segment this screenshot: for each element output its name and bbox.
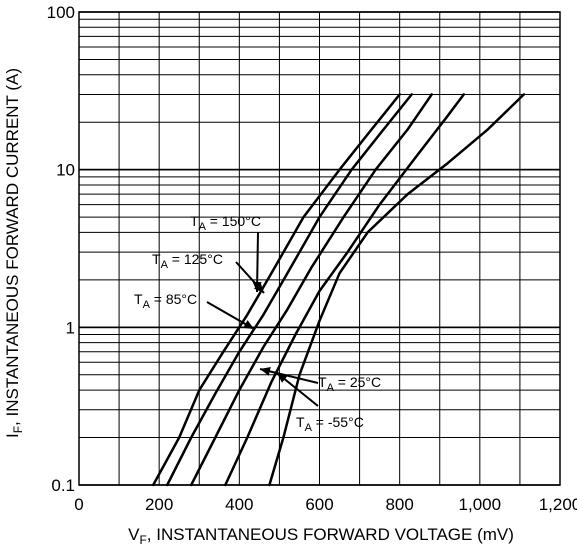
x-tick-label: 1,000 [459, 495, 502, 514]
y-tick-label: 1 [66, 318, 75, 337]
series-annotation: TA = 85°C [134, 291, 255, 330]
x-tick-label: 800 [385, 495, 413, 514]
y-tick-labels: 0.1 1 10 100 [47, 3, 75, 495]
annotation-arrowhead [277, 373, 288, 383]
series-annotation: TA = -55°C [276, 372, 364, 434]
series-annotation-label: TA = 85°C [134, 291, 197, 311]
plot-frame [78, 11, 561, 486]
series-annotation-label: TA = 125°C [152, 251, 223, 271]
series-annotation-label: TA = 150°C [190, 213, 261, 233]
x-tick-label: 400 [225, 495, 253, 514]
annotation-arrowhead [243, 320, 254, 329]
series-annotations: TA = 150°C TA = 125°C TA = 85°C TA = 25°C TA… [134, 213, 381, 434]
series-annotation-label: TA = -55°C [296, 414, 364, 434]
y-tick-label: 0.1 [51, 476, 75, 495]
y-axis-title: IF, INSTANTANEOUS FORWARD CURRENT (A) [3, 68, 25, 438]
series-annotation-label: TA = 25°C [318, 374, 381, 394]
y-tick-label: 10 [56, 161, 75, 180]
x-tick-labels: 0 200 400 600 800 1,000 1,200 [74, 495, 577, 514]
series-annotation: TA = 25°C [259, 366, 381, 394]
x-tick-label: 600 [305, 495, 333, 514]
series-curves [151, 93, 526, 487]
series-line [224, 93, 466, 487]
series-line [165, 93, 413, 487]
annotation-arrowhead [260, 366, 271, 376]
y-tick-label: 100 [47, 3, 75, 22]
series-line [151, 93, 401, 487]
x-axis-title: VF, INSTANTANEOUS FORWARD VOLTAGE (mV) [128, 525, 514, 546]
x-tick-label: 200 [145, 495, 173, 514]
series-line [189, 93, 433, 487]
x-tick-label: 1,200 [539, 495, 577, 514]
annotation-arrowhead [253, 282, 264, 293]
series-line [268, 93, 526, 487]
x-tick-label: 0 [74, 495, 83, 514]
series-annotation: TA = 125°C [152, 251, 265, 294]
annotation-arrow [256, 231, 259, 293]
